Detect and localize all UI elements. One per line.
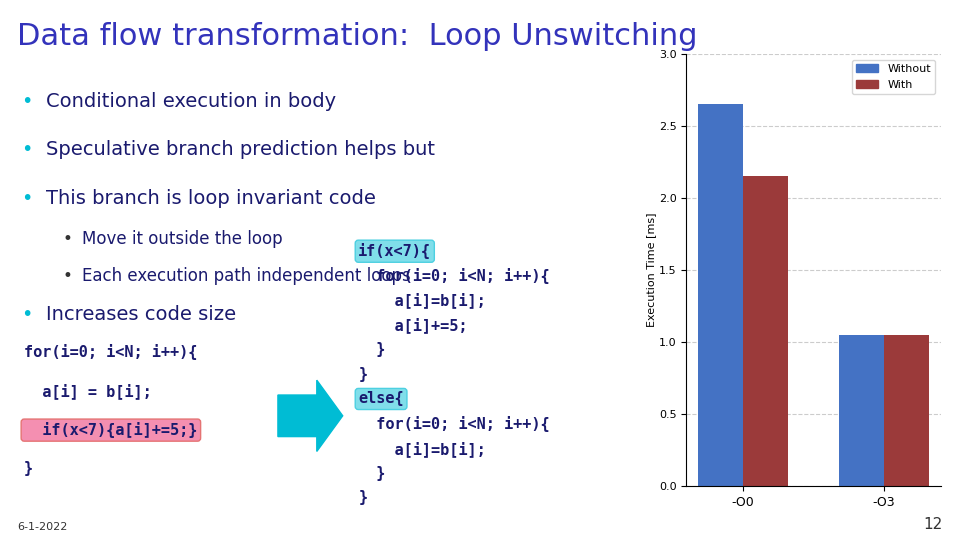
Bar (698, 104, 743, 486)
Y-axis label: Execution Time [ms]: Execution Time [ms] (646, 213, 656, 327)
Text: Each execution path independent loops: Each execution path independent loops (82, 267, 410, 285)
Text: Speculative branch prediction helps but: Speculative branch prediction helps but (46, 140, 435, 159)
Text: •: • (21, 189, 33, 208)
Bar (839, 335, 884, 486)
Text: for(i=0; i<N; i++){: for(i=0; i<N; i++){ (358, 268, 550, 284)
Text: •: • (21, 305, 33, 324)
Text: Conditional execution in body: Conditional execution in body (46, 92, 336, 111)
Bar (743, 177, 788, 486)
Legend: Without, With: Without, With (852, 59, 935, 94)
Text: This branch is loop invariant code: This branch is loop invariant code (46, 189, 376, 208)
Text: 12: 12 (924, 517, 943, 532)
FancyArrow shape (278, 380, 343, 451)
Text: •: • (62, 267, 72, 285)
Text: for(i=0; i<N; i++){: for(i=0; i<N; i++){ (24, 344, 198, 360)
Text: •: • (21, 92, 33, 111)
Text: a[i]=b[i];: a[i]=b[i]; (358, 441, 486, 457)
Text: }: } (358, 342, 386, 357)
Text: Increases code size: Increases code size (46, 305, 236, 324)
Bar (884, 335, 929, 486)
Text: }: } (358, 367, 368, 382)
Text: if(x<7){a[i]+=5;}: if(x<7){a[i]+=5;} (24, 422, 198, 438)
Text: }: } (358, 490, 368, 505)
Text: 6-1-2022: 6-1-2022 (17, 522, 67, 532)
Text: else{: else{ (358, 392, 404, 407)
Text: if(x<7){: if(x<7){ (358, 243, 431, 259)
Text: •: • (62, 230, 72, 247)
Text: for(i=0; i<N; i++){: for(i=0; i<N; i++){ (358, 416, 550, 432)
Text: }: } (24, 461, 34, 476)
Text: }: } (358, 465, 386, 481)
Text: a[i]+=5;: a[i]+=5; (358, 318, 468, 333)
Text: Data flow transformation:  Loop Unswitching: Data flow transformation: Loop Unswitchi… (17, 22, 698, 51)
Text: •: • (21, 140, 33, 159)
Text: a[i]=b[i];: a[i]=b[i]; (358, 293, 486, 308)
Text: a[i] = b[i];: a[i] = b[i]; (24, 383, 152, 399)
Text: Move it outside the loop: Move it outside the loop (82, 230, 282, 247)
